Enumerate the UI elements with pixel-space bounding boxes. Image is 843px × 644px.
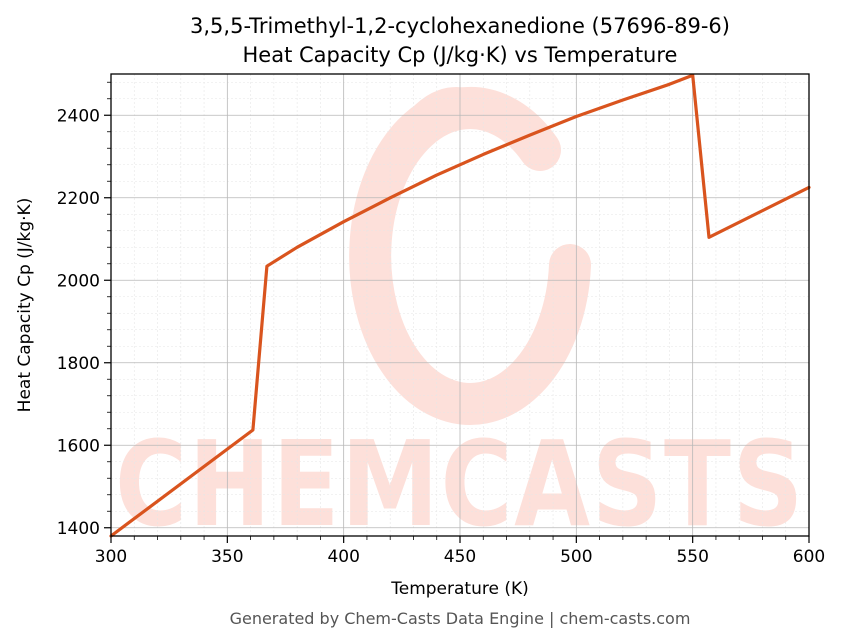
watermark: CHEMCASTS <box>115 87 805 553</box>
x-tick-label: 350 <box>211 547 243 567</box>
x-tick-label: 300 <box>95 547 127 567</box>
y-tick-label: 2200 <box>57 189 100 209</box>
chart-title: 3,5,5-Trimethyl-1,2-cyclohexanedione (57… <box>190 14 730 38</box>
y-tick-label: 1600 <box>57 436 100 456</box>
x-tick-label: 550 <box>676 547 708 567</box>
y-axis-label: Heat Capacity Cp (J/kg·K) <box>15 198 35 413</box>
x-tick-label: 400 <box>327 547 359 567</box>
y-tick-label: 1800 <box>57 354 100 374</box>
y-tick-label: 1400 <box>57 519 100 539</box>
y-tick-label: 2400 <box>57 106 100 126</box>
series-line-heat-capacity <box>109 73 811 538</box>
watermark-logo-icon <box>349 87 591 425</box>
x-axis-label: Temperature (K) <box>390 579 529 599</box>
watermark-text: CHEMCASTS <box>115 415 805 553</box>
x-tick-label: 450 <box>444 547 476 567</box>
x-axis: 300 350 400 450 500 550 600 <box>95 536 825 567</box>
x-tick-label: 600 <box>793 547 825 567</box>
x-tick-label: 500 <box>560 547 592 567</box>
chart-subtitle: Heat Capacity Cp (J/kg·K) vs Temperature <box>243 43 678 67</box>
y-axis: 1400 1600 1800 2000 2200 2400 <box>57 81 111 539</box>
y-tick-label: 2000 <box>57 271 100 291</box>
footer-credit: Generated by Chem-Casts Data Engine | ch… <box>230 609 691 628</box>
